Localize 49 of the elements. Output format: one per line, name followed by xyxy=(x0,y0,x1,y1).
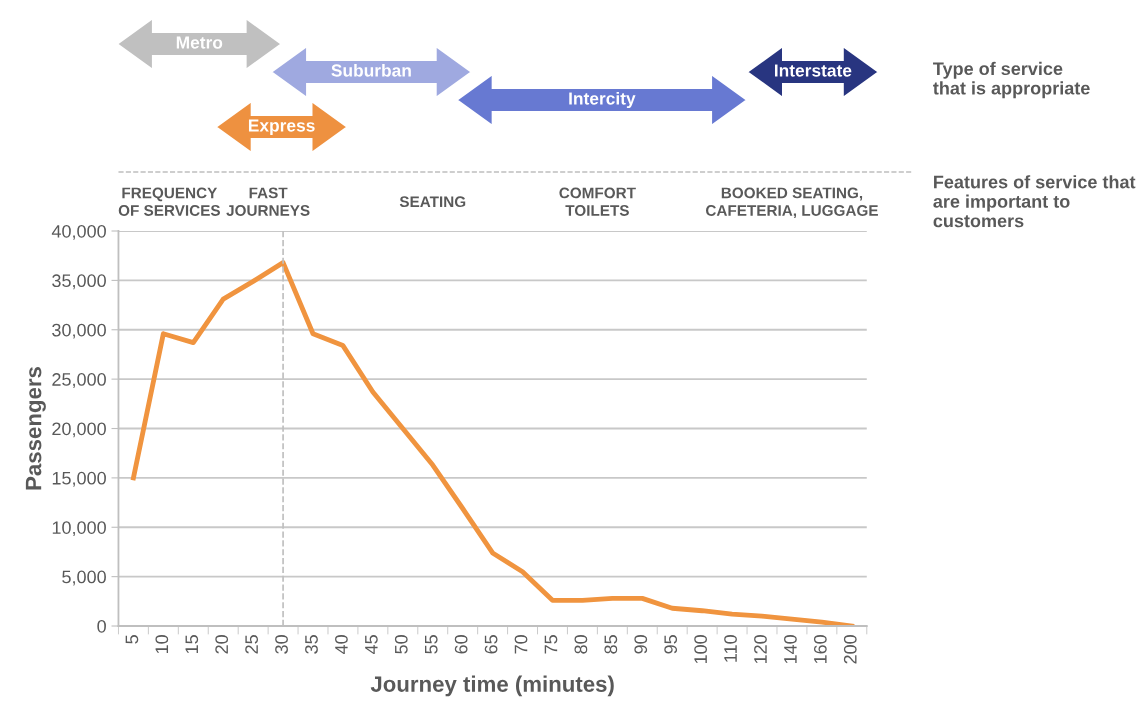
text: FAST JOURNEYS xyxy=(226,187,310,216)
text: Intercity xyxy=(569,91,636,109)
y-tick-label: 10,000 xyxy=(52,521,106,537)
x-tick-label: 140 xyxy=(784,635,797,664)
y-tick-label: 0 xyxy=(97,619,106,633)
y-axis-title: Passengers xyxy=(25,367,46,490)
line-series xyxy=(130,260,855,627)
x-tick-label: 40 xyxy=(335,635,348,655)
x-tick-label: 25 xyxy=(245,635,258,654)
x-tick-label: 45 xyxy=(365,635,378,655)
x-axis-title: Journey time (minutes) xyxy=(370,675,614,697)
y-tick-label: 35,000 xyxy=(52,274,106,290)
x-tick-label: 110 xyxy=(724,635,737,662)
x-tick-label: 5 xyxy=(125,635,139,644)
text: Interstate xyxy=(774,64,852,77)
x-tick-label: 95 xyxy=(664,635,678,654)
text: Express xyxy=(248,119,315,136)
x-tick-label: 120 xyxy=(754,635,767,664)
y-tick-label: 15,000 xyxy=(52,471,106,487)
x-tick-label: 90 xyxy=(634,635,648,654)
x-tick-label: 55 xyxy=(425,635,438,654)
y-tick-label: 25,000 xyxy=(52,373,106,388)
x-tick-label: 80 xyxy=(574,635,588,654)
x-tick-label: 15 xyxy=(185,635,199,654)
y-tick-label: 5,000 xyxy=(62,570,106,586)
text: SEATING xyxy=(399,196,466,208)
x-tick-label: 60 xyxy=(454,635,468,654)
text: COMFORT TOILETS xyxy=(559,187,636,216)
x-tick-label: 70 xyxy=(514,635,528,654)
text: Suburban xyxy=(331,63,411,77)
x-tick-label: 85 xyxy=(604,635,618,654)
text: Metro xyxy=(176,36,223,49)
x-tick-label: 75 xyxy=(544,635,558,654)
x-tick-label: 20 xyxy=(215,635,229,654)
text: FREQUENCY OF SERVICES xyxy=(118,187,220,216)
text: Features of service that are important to customers xyxy=(933,175,1136,228)
x-tick-label: 200 xyxy=(843,635,857,664)
x-tick-label: 35 xyxy=(305,635,318,654)
y-tick-label: 30,000 xyxy=(52,323,106,339)
y-tick-label: 20,000 xyxy=(52,422,106,438)
x-tick-label: 160 xyxy=(813,635,827,664)
x-tick-label: 10 xyxy=(155,635,169,654)
x-tick-label: 50 xyxy=(394,635,408,654)
y-tick-label: 40,000 xyxy=(51,224,106,240)
text: Type of service that is appropriate xyxy=(933,61,1090,99)
x-tick-label: 100 xyxy=(694,635,707,664)
x-tick-label: 65 xyxy=(484,635,498,654)
text: BOOKED SEATING, CAFETERIA, LUGGAGE xyxy=(706,187,878,219)
x-tick-label: 30 xyxy=(275,635,288,654)
